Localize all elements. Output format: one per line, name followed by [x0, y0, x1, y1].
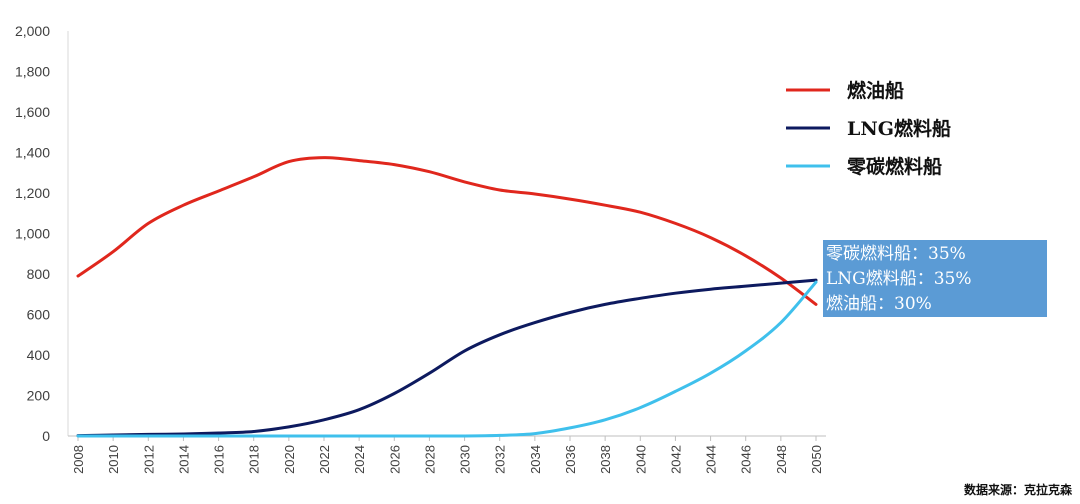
series-line-fuel-oil [76, 156, 818, 306]
x-tick-label: 2018 [247, 445, 262, 474]
x-tick-label: 2022 [317, 445, 332, 474]
x-tick-label: 2028 [422, 445, 437, 474]
y-tick-label: 800 [27, 266, 51, 282]
series-line-lng [76, 278, 818, 438]
x-tick-label: 2046 [739, 445, 754, 474]
y-tick-label: 1,400 [15, 145, 50, 161]
x-tick-label: 2044 [704, 445, 719, 474]
x-tick-label: 2012 [141, 445, 156, 474]
legend-label: LNG燃料船 [847, 117, 951, 140]
x-tick-label: 2042 [668, 445, 683, 474]
x-tick-label: 2030 [458, 445, 473, 474]
y-tick-label: 400 [27, 347, 51, 363]
legend-item-lng: LNG燃料船 [786, 117, 951, 140]
x-tick-label: 2038 [598, 445, 613, 474]
x-tick-label: 2040 [633, 445, 648, 474]
x-tick-label: 2026 [387, 445, 402, 474]
x-tick-label: 2014 [176, 445, 191, 474]
series-line-zero-carbon [76, 280, 818, 438]
y-tick-label: 0 [42, 428, 50, 444]
x-tick-label: 2050 [809, 445, 824, 474]
share-callout-box: 零碳燃料船：35% LNG燃料船：35% 燃油船：30% [823, 240, 1047, 317]
series-layer [76, 156, 818, 438]
y-tick-label: 1,000 [15, 226, 50, 242]
x-tick-label: 2024 [352, 445, 367, 474]
y-tick-label: 2,000 [15, 23, 50, 39]
x-tick-label: 2016 [212, 445, 227, 474]
y-tick-label: 200 [27, 388, 51, 404]
legend-item-zero-carbon: 零碳燃料船 [786, 155, 942, 178]
y-tick-label: 600 [27, 307, 51, 323]
callout-lng: LNG燃料船：35% [826, 269, 972, 289]
y-tick-label: 1,800 [15, 64, 50, 80]
legend-label: 零碳燃料船 [846, 155, 942, 178]
x-axis: 2008 2010 2012 2014 2016 2018 2020 2022 2024 2026… [68, 435, 826, 474]
callout-fuel-oil: 燃油船：30% [826, 294, 932, 314]
x-tick-label: 2008 [71, 445, 86, 474]
legend-item-fuel-oil: 燃油船 [786, 79, 904, 102]
y-axis: 0 200 400 600 800 1,000 1,200 1,400 1,600 1,800 2,… [15, 23, 69, 444]
x-tick-label: 2048 [774, 445, 789, 474]
callout-zero-carbon: 零碳燃料船：35% [826, 244, 966, 264]
x-tick-label: 2032 [493, 445, 508, 474]
legend-label: 燃油船 [847, 79, 904, 102]
x-tick-label: 2010 [106, 445, 121, 474]
x-tick-label: 2034 [528, 445, 543, 474]
x-tick-label: 2036 [563, 445, 578, 474]
y-tick-label: 1,200 [15, 185, 50, 201]
data-source-note: 数据来源：克拉克森 [963, 483, 1072, 497]
x-tick-label: 2020 [282, 445, 297, 474]
y-tick-label: 1,600 [15, 104, 50, 120]
